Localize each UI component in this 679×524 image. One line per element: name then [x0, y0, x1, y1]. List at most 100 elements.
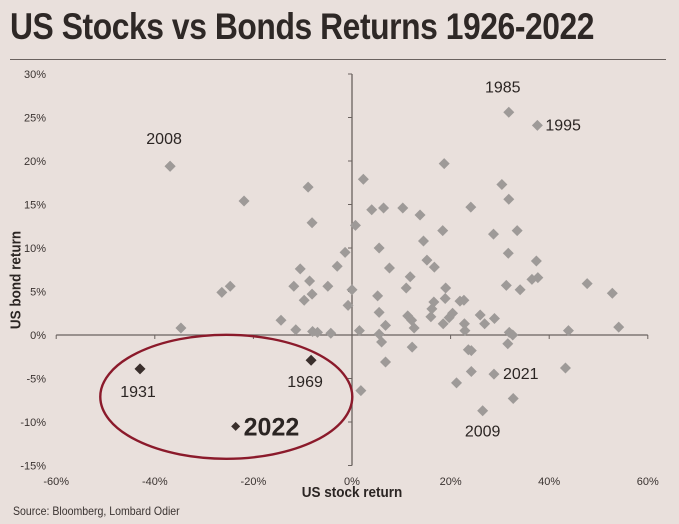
data-point — [306, 217, 318, 229]
data-point — [439, 292, 451, 304]
data-point — [507, 393, 519, 405]
data-point — [503, 326, 515, 338]
data-point — [366, 204, 378, 216]
x-axis-label: US stock return — [301, 484, 403, 501]
data-point — [487, 228, 499, 240]
data-point — [339, 246, 351, 258]
data-point — [443, 312, 455, 324]
data-point — [349, 219, 361, 231]
data-point — [275, 314, 287, 326]
data-point — [426, 303, 438, 315]
data-point — [383, 262, 395, 274]
data-point — [514, 284, 526, 296]
y-tick-label: 5% — [30, 287, 46, 299]
data-point — [437, 318, 449, 330]
data-point — [428, 261, 440, 273]
x-tick-label: -20% — [241, 476, 267, 488]
tick-labels: 30% 25% 20% 15% 10% 5% 0% -5% -10% -15% -60% -40% -2… — [20, 69, 659, 488]
y-tick-label: -15% — [20, 461, 46, 473]
year-annotation-1985: 1985 — [485, 79, 521, 96]
data-point — [438, 158, 450, 170]
data-point — [353, 325, 365, 337]
year-annotation-2021: 2021 — [503, 366, 539, 383]
data-point — [380, 319, 392, 331]
data-point — [376, 336, 388, 348]
labeled-data-point — [503, 106, 515, 118]
data-point — [290, 324, 302, 336]
data-point — [373, 242, 385, 254]
data-point — [458, 318, 470, 330]
data-point — [474, 309, 486, 321]
data-point — [465, 345, 477, 357]
data-point — [346, 284, 358, 296]
y-tick-label: 30% — [24, 69, 46, 81]
data-point — [311, 326, 323, 338]
data-points — [134, 106, 625, 431]
data-point — [511, 225, 523, 237]
year-annotation-2009: 2009 — [465, 424, 501, 441]
data-point — [414, 209, 426, 221]
data-point — [373, 306, 385, 318]
data-point — [532, 272, 544, 284]
data-point — [581, 278, 593, 290]
data-point — [325, 327, 337, 339]
data-point — [606, 287, 618, 299]
data-point — [288, 280, 300, 292]
y-tick-label: 20% — [24, 156, 46, 168]
data-point — [294, 263, 306, 275]
highlighted-data-point — [134, 363, 146, 375]
data-point — [372, 290, 384, 302]
data-point — [298, 294, 310, 306]
data-point — [417, 235, 429, 247]
x-tick-label: 0% — [344, 476, 360, 488]
year-annotation-2008: 2008 — [146, 131, 182, 148]
data-point — [302, 181, 314, 193]
data-point — [440, 282, 452, 294]
year-annotation-2022: 2022 — [244, 413, 300, 441]
data-point — [451, 377, 463, 389]
data-point — [479, 318, 491, 330]
y-tick-label: 25% — [24, 113, 46, 125]
year-annotation-1931: 1931 — [120, 384, 156, 401]
x-tick-label: -60% — [43, 476, 69, 488]
x-tick-label: -40% — [142, 476, 168, 488]
data-point — [502, 338, 514, 350]
highlight-ellipse — [99, 333, 354, 460]
data-point — [496, 178, 508, 190]
x-tick-label: 60% — [637, 476, 659, 488]
highlight-ellipse-shape — [99, 333, 354, 460]
data-point — [421, 254, 433, 266]
x-tick-label: 40% — [538, 476, 560, 488]
data-point — [406, 341, 418, 353]
labeled-data-point — [164, 160, 176, 172]
data-point — [224, 280, 236, 292]
data-point — [613, 321, 625, 333]
data-point — [500, 279, 512, 291]
data-point — [175, 322, 187, 334]
labeled-data-point — [488, 368, 500, 380]
data-point — [357, 173, 369, 185]
data-point — [530, 255, 542, 267]
data-point — [562, 325, 574, 337]
data-point — [459, 325, 471, 337]
labeled-data-point — [531, 119, 543, 131]
data-point — [216, 286, 228, 298]
data-point — [355, 385, 367, 397]
title-divider — [10, 59, 666, 60]
y-tick-label: 15% — [24, 200, 46, 212]
data-point — [331, 260, 343, 272]
y-tick-label: 10% — [24, 243, 46, 255]
data-point — [306, 288, 318, 300]
data-point — [380, 356, 392, 368]
data-point — [507, 329, 519, 341]
year-annotation-1995: 1995 — [545, 117, 581, 134]
data-point — [488, 312, 500, 324]
highlighted-data-point — [305, 354, 317, 366]
source-note: Source: Bloomberg, Lombard Odier — [13, 504, 180, 518]
data-point — [465, 366, 477, 378]
y-axis-label: US bond return — [7, 230, 25, 330]
highlighted-data-point — [231, 421, 241, 431]
point-labels: 2008 1985 1995 2021 2009 1931 1969 2022 — [120, 79, 581, 441]
data-point — [400, 282, 412, 294]
